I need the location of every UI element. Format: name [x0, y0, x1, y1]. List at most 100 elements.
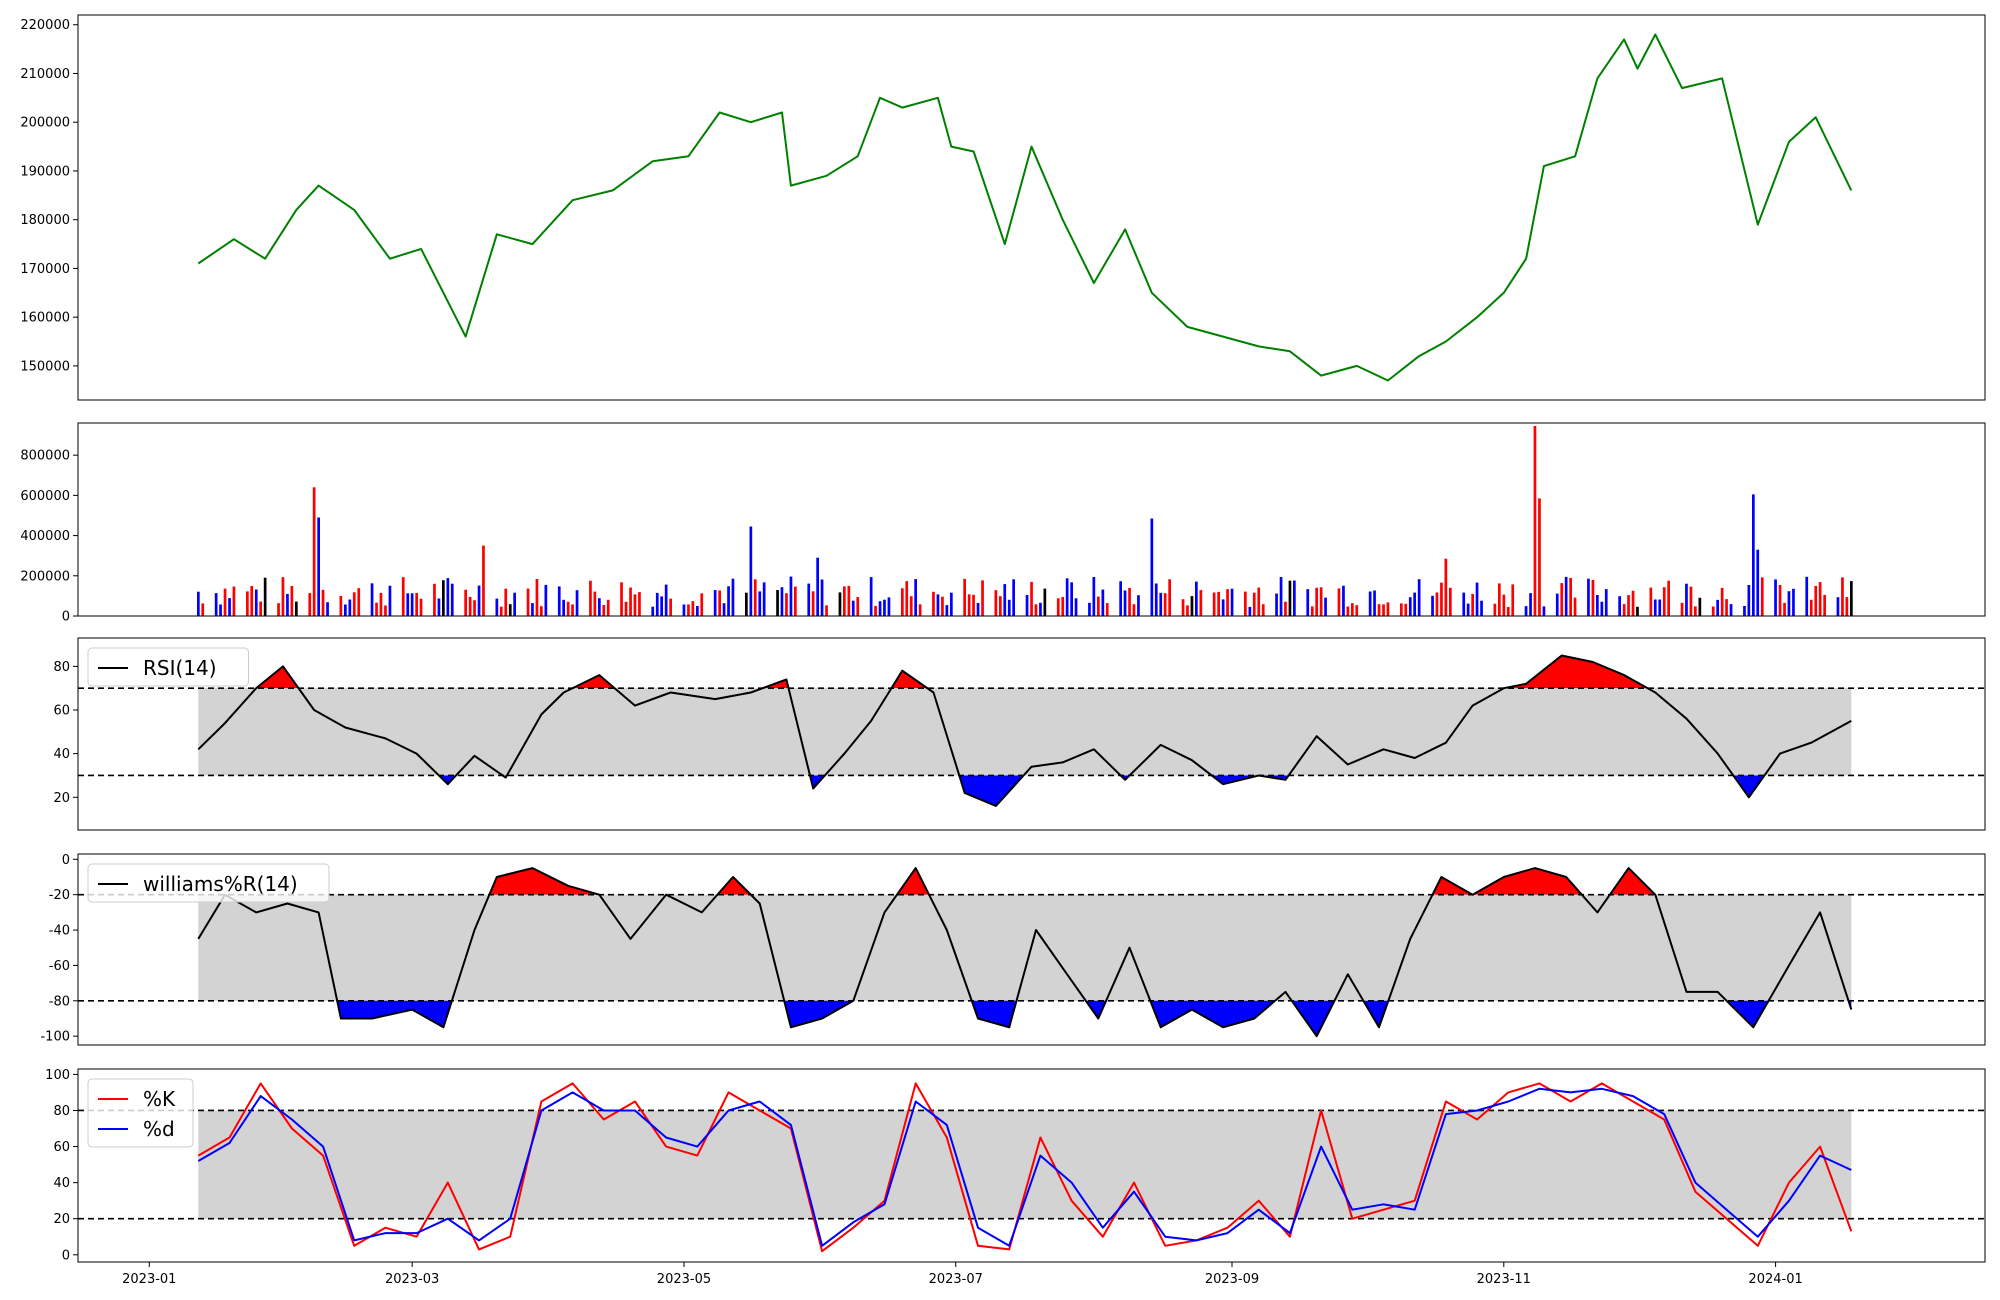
- volume-bar: [1618, 596, 1621, 616]
- volume-bar: [1564, 576, 1568, 616]
- volume-bar: [838, 592, 842, 616]
- volume-bar: [1818, 582, 1822, 616]
- volume-bar: [1293, 580, 1296, 616]
- volume-bar: [1555, 593, 1559, 616]
- volume-bar: [1088, 602, 1091, 616]
- volume-bar: [869, 577, 873, 616]
- stochastic-ytick-label: 80: [53, 1104, 70, 1119]
- price-ytick-label: 160000: [20, 311, 70, 326]
- stochastic-ytick-label: 60: [53, 1140, 70, 1155]
- volume-bar: [691, 601, 695, 616]
- price-line: [197, 33, 1853, 382]
- volume-bar: [883, 599, 886, 616]
- volume-bar: [1288, 580, 1292, 616]
- volume-bar: [1649, 587, 1653, 616]
- volume-bar: [352, 592, 356, 616]
- volume-bar: [1596, 595, 1599, 616]
- volume-ytick-label: 0: [62, 610, 70, 625]
- volume-ytick-label: 800000: [20, 449, 70, 464]
- volume-bar: [290, 586, 294, 616]
- volume-bar: [1163, 593, 1167, 616]
- volume-bar: [932, 591, 935, 616]
- volume-bar: [878, 601, 882, 616]
- rsi-ytick-label: 80: [53, 660, 70, 675]
- volume-bar: [1101, 589, 1105, 616]
- volume-bar: [513, 592, 516, 616]
- volume-bar: [437, 598, 441, 616]
- williams-ytick-label: -40: [49, 924, 70, 939]
- williams-line: [197, 867, 1853, 1038]
- volume-bar: [1600, 601, 1604, 616]
- volume-bar: [1012, 579, 1015, 616]
- volume-bar: [219, 604, 222, 616]
- volume-bar: [446, 578, 450, 616]
- volume-bar: [1711, 606, 1715, 616]
- volume-bar: [1498, 583, 1501, 616]
- price-ytick-label: 170000: [20, 262, 70, 277]
- volume-bar: [972, 594, 975, 616]
- volume-bar: [384, 605, 387, 616]
- volume-bar: [1636, 606, 1639, 616]
- volume-bar: [887, 597, 891, 616]
- volume-bar: [967, 594, 971, 616]
- volume-bar: [1070, 582, 1073, 616]
- volume-bar: [571, 604, 574, 616]
- williams-overbought-fill: [1432, 876, 1473, 895]
- volume-bar: [482, 545, 485, 616]
- volume-bar: [1279, 577, 1283, 616]
- volume-bar: [1622, 604, 1626, 616]
- volume-bar: [401, 577, 405, 616]
- volume-bar: [1400, 603, 1403, 616]
- volume-bar: [1560, 583, 1564, 616]
- volume-bar: [1653, 599, 1657, 616]
- volume-bar: [1604, 589, 1608, 616]
- volume-bar: [197, 591, 200, 616]
- volume-bar: [228, 598, 231, 616]
- volume-bar: [1814, 585, 1818, 616]
- volume-bar: [544, 584, 548, 616]
- williams-oversold-fill: [1363, 1000, 1389, 1028]
- volume-bar: [406, 593, 410, 616]
- volume-bar: [326, 602, 329, 616]
- williams-legend-label: williams%R(14): [143, 872, 298, 896]
- x-tick-label: 2023-05: [657, 1272, 711, 1287]
- volume-bar: [950, 592, 953, 616]
- volume-bar: [1569, 578, 1572, 616]
- volume-bar: [1212, 592, 1216, 616]
- volume-bar: [495, 598, 499, 616]
- volume-bar: [1315, 587, 1318, 616]
- volume-bar: [1662, 587, 1666, 616]
- volume-bar: [1217, 591, 1220, 616]
- volume-bar: [1529, 593, 1532, 616]
- volume-bar: [477, 585, 481, 616]
- volume-bar: [1261, 604, 1265, 616]
- volume-bar: [1252, 592, 1256, 616]
- volume-bar: [682, 604, 686, 616]
- volume-bar: [1524, 606, 1528, 616]
- stochastic-ytick-label: 20: [53, 1212, 70, 1227]
- price-ytick-label: 150000: [20, 359, 70, 374]
- volume-bar: [263, 577, 267, 616]
- williams-oversold-fill: [1085, 1000, 1107, 1019]
- volume-bar: [1186, 605, 1189, 616]
- volume-bar: [526, 588, 530, 616]
- volume-bar: [1850, 581, 1853, 616]
- price-panel: 150000 160000 170000 180000 190000 200000 2100…: [20, 14, 1986, 401]
- volume-bar: [499, 606, 503, 616]
- volume-bar: [669, 598, 672, 616]
- volume-bar: [223, 588, 227, 616]
- volume-bar: [1030, 581, 1033, 616]
- williams-ytick-label: -60: [49, 959, 70, 974]
- stochastic-frame: [77, 1068, 1986, 1263]
- williams-overbought-fill: [1609, 868, 1656, 895]
- volume-bar: [1591, 579, 1595, 616]
- volume-bar: [664, 584, 668, 616]
- volume-bar: [1627, 595, 1630, 616]
- volume-bar: [1275, 593, 1278, 616]
- volume-bar: [1284, 601, 1287, 616]
- volume-bar: [1199, 590, 1203, 616]
- volume-bar: [379, 592, 383, 616]
- volume-bar: [1034, 604, 1038, 616]
- volume-bar: [1841, 577, 1844, 616]
